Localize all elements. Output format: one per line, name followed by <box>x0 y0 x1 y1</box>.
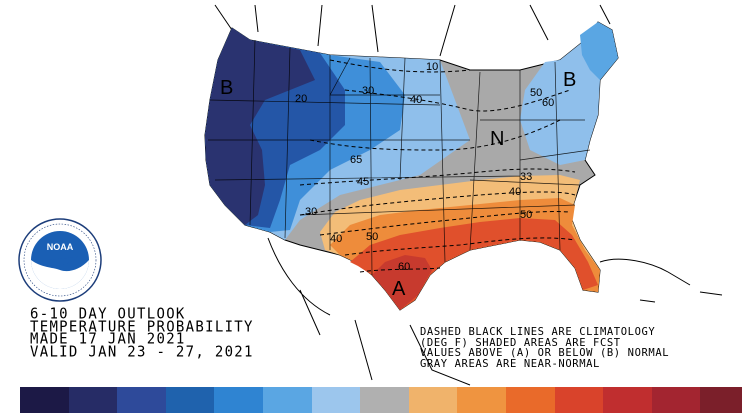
contour-label: 50 <box>530 87 542 99</box>
color-swatch <box>700 387 742 413</box>
color-swatch <box>68 387 118 413</box>
contour-label: 20 <box>295 93 307 105</box>
color-swatch <box>311 387 361 413</box>
color-swatch <box>20 387 69 413</box>
noaa-logo-text: NOAA <box>47 242 74 252</box>
color-swatch <box>360 387 409 413</box>
note-above-below: VALUES ABOVE (A) OR BELOW (B) NORMAL <box>420 347 670 359</box>
below-normal-label-northeast: B <box>563 69 576 91</box>
climatology-contour <box>309 119 561 151</box>
noaa-logo: NOAA <box>18 218 102 302</box>
outlook-type: TEMPERATURE PROBABILITY <box>30 318 254 336</box>
mexico-coast <box>267 237 471 386</box>
color-swatch <box>457 387 506 413</box>
contour-label: 60 <box>398 261 410 273</box>
state-borders <box>208 39 591 276</box>
contour-label: 40 <box>410 94 422 106</box>
climatology-contour <box>299 191 576 216</box>
climatology-contour <box>299 168 576 186</box>
color-swatch <box>408 387 458 413</box>
contour-label: 40 <box>330 233 342 245</box>
contour-label: 50 <box>366 231 378 243</box>
above-normal-label: A <box>392 278 406 300</box>
region-below-strong <box>205 28 315 225</box>
contour-label: 65 <box>350 154 362 166</box>
outlook-title: 6-10 DAY OUTLOOK <box>30 305 186 323</box>
color-swatch <box>554 387 604 413</box>
contour-label: 40 <box>509 186 521 198</box>
contour-label: 60 <box>542 97 554 109</box>
canada-border-lines <box>214 4 611 57</box>
climatology-contour <box>359 267 441 273</box>
below-normal-label-west: B <box>220 77 233 99</box>
region-below-mod-northeast <box>580 22 618 80</box>
note-gray: GRAY AREAS ARE NEAR-NORMAL <box>420 357 600 370</box>
color-swatch <box>117 387 166 413</box>
color-swatch <box>603 387 652 413</box>
title-block: 6-10 DAY OUTLOOK TEMPERATURE PROBABILITY… <box>30 305 330 361</box>
caribbean-islands <box>599 258 723 303</box>
color-swatch <box>505 387 555 413</box>
probability-color-bar <box>20 387 742 413</box>
contour-label: 30 <box>362 85 374 97</box>
near-normal-label: N <box>490 128 504 150</box>
contour-label: 33 <box>520 171 532 183</box>
color-swatch <box>214 387 263 413</box>
legend-notes: DASHED BLACK LINES ARE CLIMATOLOGY (DEG … <box>420 327 738 369</box>
color-swatch <box>651 387 701 413</box>
climatology-contour <box>319 211 571 236</box>
contour-label: 10 <box>426 61 438 73</box>
climatology-contour <box>344 237 576 256</box>
color-swatch <box>165 387 215 413</box>
made-date: MADE 17 JAN 2021 <box>30 330 186 348</box>
color-swatch <box>262 387 312 413</box>
valid-dates: VALID JAN 23 - 27, 2021 <box>30 343 254 361</box>
climatology-contour <box>329 59 471 73</box>
note-shaded: (DEG F) SHADED AREAS ARE FCST <box>420 336 621 349</box>
contour-label: 50 <box>520 209 532 221</box>
climatology-contour <box>344 89 571 112</box>
contour-label: 30 <box>305 206 317 218</box>
contour-label: 45 <box>357 176 369 188</box>
note-climatology: DASHED BLACK LINES ARE CLIMATOLOGY <box>420 326 656 338</box>
